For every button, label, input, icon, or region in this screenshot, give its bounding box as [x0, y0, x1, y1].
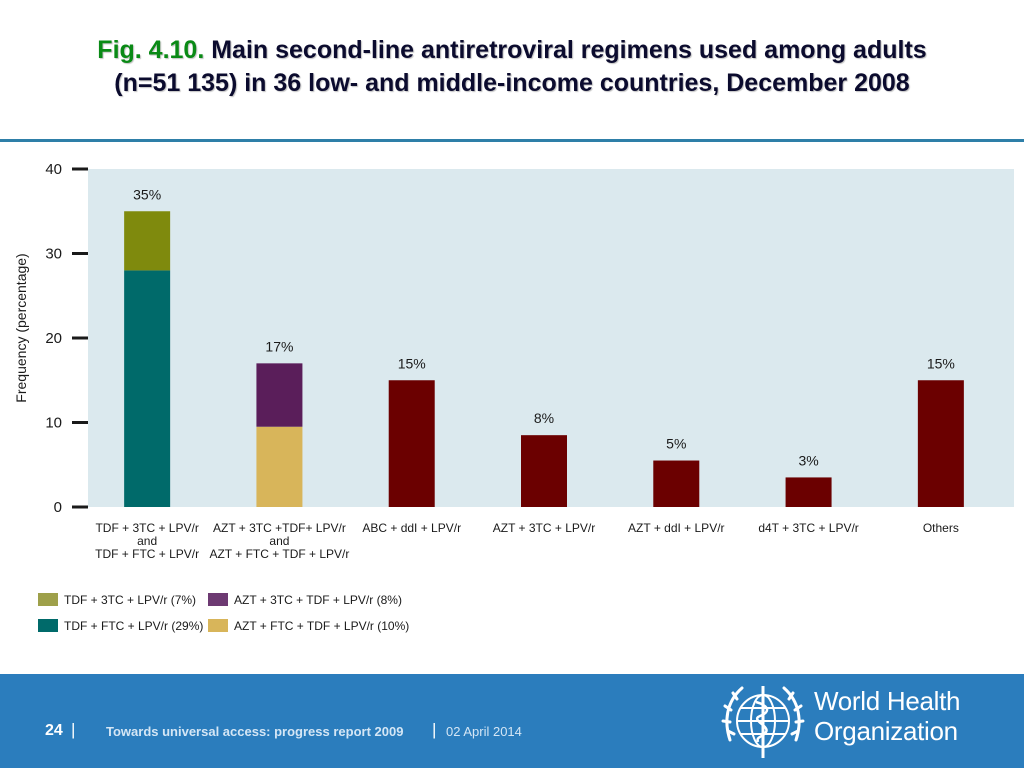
x-tick-label: ABC + ddI + LPV/r	[362, 521, 461, 535]
slide-title: Fig. 4.10. Main second-line antiretrovir…	[0, 34, 1024, 100]
legend-label: AZT + 3TC + TDF + LPV/r (8%)	[234, 593, 402, 607]
y-axis-label: Frequency (percentage)	[13, 253, 29, 402]
y-tick-label: 0	[54, 499, 62, 516]
bar-segment	[124, 270, 171, 507]
org-name-line-1: World Health	[814, 686, 961, 716]
x-tick-label: AZT + ddI + LPV/r	[628, 521, 725, 535]
legend-swatch	[208, 619, 228, 632]
bar-segment	[388, 380, 435, 507]
bar-chart: 0 10 20 30 40 Frequency (percentage) 35% TDF + …	[13, 161, 1014, 633]
figure-number: Fig. 4.10.	[97, 36, 205, 64]
legend-label: TDF + FTC + LPV/r (29%)	[64, 619, 203, 633]
x-tick-label: AZT + FTC + TDF + LPV/r	[209, 547, 349, 561]
bar-segment	[917, 380, 964, 507]
y-tick-label: 10	[45, 415, 62, 432]
data-label: 17%	[265, 338, 293, 354]
bar-segment	[256, 363, 303, 427]
x-tick-label: and	[269, 534, 289, 548]
title-divider	[0, 139, 1024, 142]
data-label: 35%	[133, 186, 161, 202]
title-line-2: (n=51 135) in 36 low- and middle-income …	[114, 69, 910, 97]
y-tick-label: 20	[45, 330, 62, 347]
report-title: Towards universal access: progress repor…	[106, 724, 404, 739]
who-emblem-icon	[721, 686, 805, 758]
x-tick-label: AZT + 3TC + LPV/r	[493, 521, 595, 535]
who-wordmark: World Health Organization	[814, 686, 961, 746]
report-date: 02 April 2014	[446, 724, 522, 739]
x-tick-label: Others	[923, 521, 959, 535]
footer-bar	[0, 674, 1024, 768]
data-label: 3%	[798, 452, 818, 468]
legend-label: TDF + 3TC + LPV/r (7%)	[64, 593, 196, 607]
bar-segment	[785, 477, 832, 507]
legend-swatch	[38, 593, 58, 606]
bar-segment	[256, 426, 303, 507]
footer-separator: |	[432, 720, 437, 739]
x-tick-label: TDF + 3TC + LPV/r	[95, 521, 198, 535]
x-tick-label: and	[137, 534, 157, 548]
legend-label: AZT + FTC + TDF + LPV/r (10%)	[234, 619, 409, 633]
page-number: 24	[45, 722, 63, 739]
data-label: 8%	[534, 410, 554, 426]
x-tick-label: AZT + 3TC +TDF+ LPV/r	[213, 521, 346, 535]
legend-swatch	[208, 593, 228, 606]
bar-segment	[521, 435, 567, 507]
x-tick-label: TDF + FTC + LPV/r	[95, 547, 199, 561]
x-tick-label: d4T + 3TC + LPV/r	[758, 521, 859, 535]
y-tick-label: 30	[45, 246, 62, 263]
title-text-1: Main second-line antiretroviral regimens…	[211, 36, 927, 64]
data-label: 15%	[927, 355, 955, 371]
bar-segment	[653, 460, 700, 507]
title-line-1: Fig. 4.10. Main second-line antiretrovir…	[0, 34, 1024, 67]
bar-segment	[124, 211, 171, 271]
data-label: 5%	[666, 436, 686, 452]
org-name-line-2: Organization	[814, 716, 958, 746]
footer-separator: |	[71, 720, 76, 739]
data-label: 15%	[398, 355, 426, 371]
y-tick-label: 40	[45, 161, 62, 178]
legend-swatch	[38, 619, 58, 632]
